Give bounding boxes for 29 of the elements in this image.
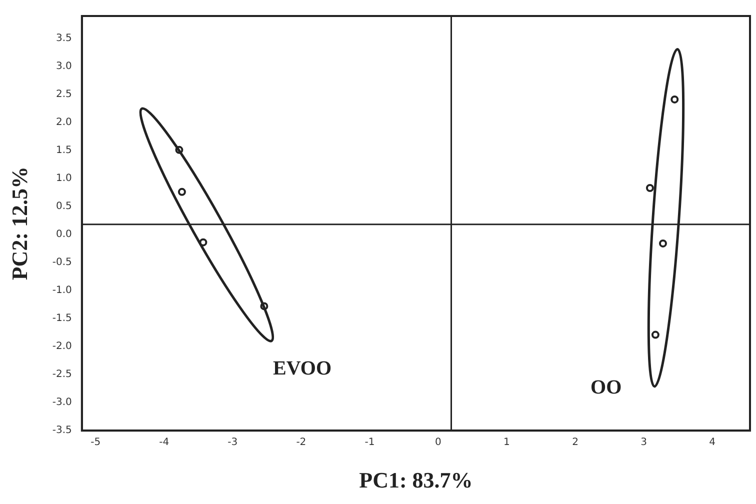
y-tick-label: 2.5 bbox=[56, 89, 72, 100]
y-tick-label: -3.0 bbox=[52, 397, 72, 408]
y-axis-title: PC2: 12.5% bbox=[6, 166, 32, 280]
y-tick-label: 3.5 bbox=[56, 33, 72, 44]
y-tick-label: -2.5 bbox=[52, 369, 72, 380]
x-tick-label: -3 bbox=[228, 437, 238, 448]
y-tick-label: -0.5 bbox=[52, 257, 72, 268]
y-tick-label: 0.0 bbox=[56, 229, 72, 240]
y-tick-label: 0.5 bbox=[56, 201, 72, 212]
annotation: OO bbox=[590, 376, 622, 400]
y-tick-label: 1.0 bbox=[56, 173, 72, 184]
y-tick-label: -3.5 bbox=[52, 425, 72, 436]
y-tick-label: -1.5 bbox=[52, 313, 72, 324]
y-tick-label: -2.0 bbox=[52, 341, 72, 352]
y-tick-label: 2.0 bbox=[56, 117, 72, 128]
x-tick-label: 1 bbox=[504, 437, 510, 448]
x-tick-label: -5 bbox=[90, 437, 101, 448]
y-tick-label: -1.0 bbox=[52, 285, 72, 296]
x-tick-label: -2 bbox=[296, 437, 306, 448]
x-tick-label: 3 bbox=[640, 437, 647, 448]
x-tick-label: -1 bbox=[364, 437, 375, 448]
x-tick-label: 4 bbox=[709, 437, 716, 448]
annotation: EVOO bbox=[273, 357, 332, 380]
x-tick-label: 0 bbox=[435, 437, 442, 448]
x-axis-title: PC1: 83.7% bbox=[359, 467, 473, 492]
y-tick-label: 3.0 bbox=[56, 61, 72, 72]
x-tick-label: 2 bbox=[572, 437, 578, 448]
x-tick-label: -4 bbox=[159, 437, 170, 448]
y-tick-label: 1.5 bbox=[56, 145, 72, 156]
